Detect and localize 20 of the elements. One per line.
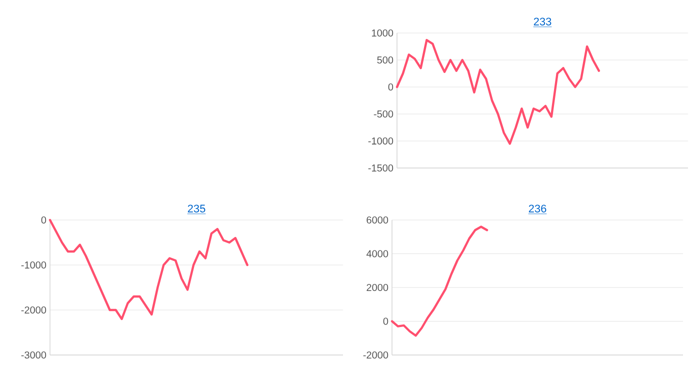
chart-title: 235 xyxy=(188,204,206,212)
y-tick-label: 4000 xyxy=(366,250,388,258)
y-tick-label: 0 xyxy=(383,318,388,325)
y-tick-label: 500 xyxy=(377,56,394,64)
line-series xyxy=(396,38,600,145)
y-tick-label: 1000 xyxy=(372,29,394,37)
y-tick-label: -2000 xyxy=(363,351,388,359)
y-tick-label: -1000 xyxy=(21,261,46,269)
y-tick-label: 0 xyxy=(388,83,394,91)
chart-title: 233 xyxy=(534,18,552,26)
y-tick-label: -500 xyxy=(374,110,394,118)
y-tick-label: -1500 xyxy=(368,164,394,172)
line-series xyxy=(390,226,488,337)
y-tick-label: 2000 xyxy=(366,284,388,292)
y-tick-label: -3000 xyxy=(21,351,46,359)
y-tick-label: -1000 xyxy=(368,137,394,145)
y-tick-label: 0 xyxy=(41,216,46,224)
chart-title: 236 xyxy=(528,204,546,212)
y-tick-label: 6000 xyxy=(366,216,388,224)
y-tick-label: -2000 xyxy=(21,306,46,314)
